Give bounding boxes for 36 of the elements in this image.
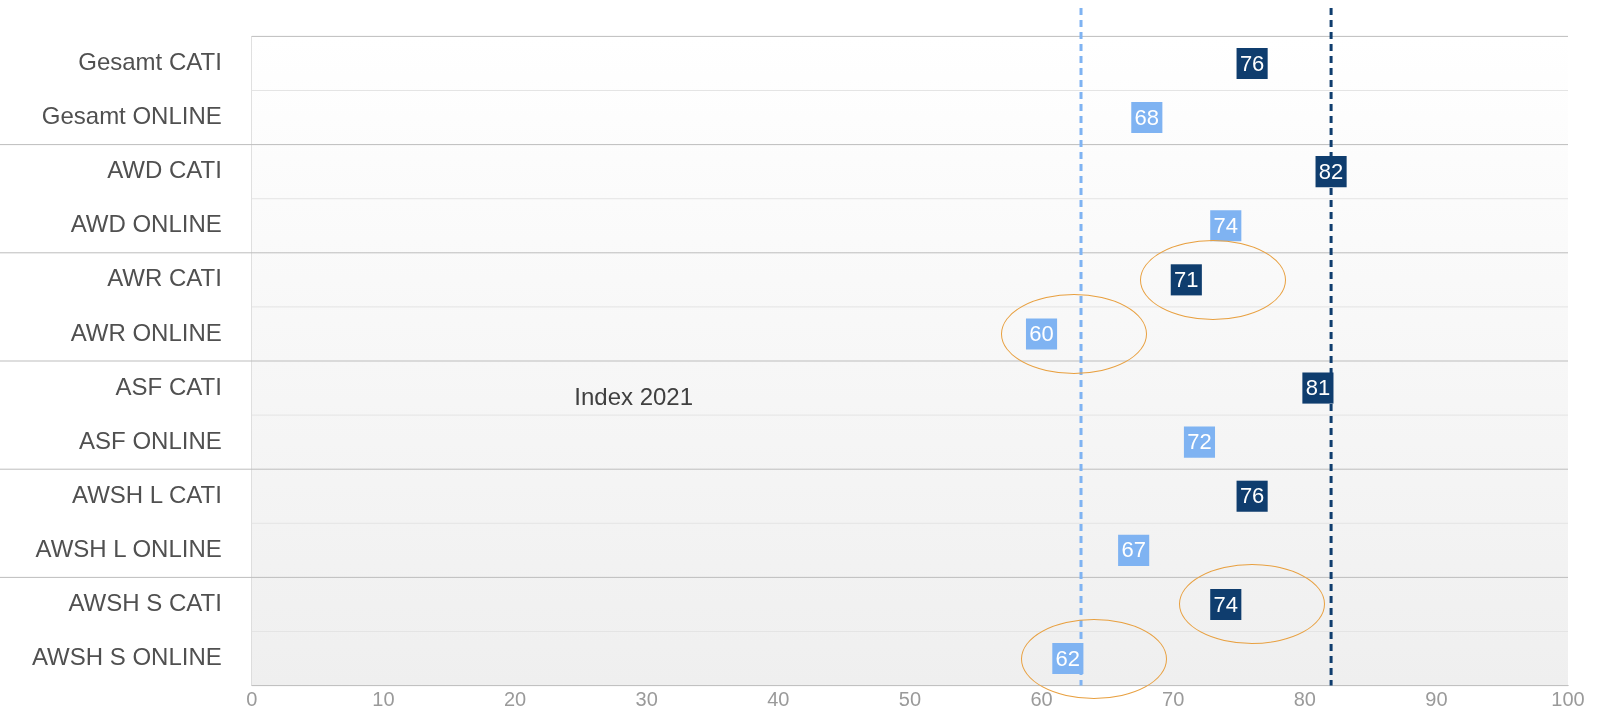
x-tick-label: 70 — [1162, 688, 1185, 711]
data-label: 82 — [1318, 158, 1344, 184]
data-label: 74 — [1213, 212, 1239, 238]
x-tick-label: 80 — [1293, 688, 1316, 711]
annotation: Index 2021 — [574, 383, 694, 411]
y-tick-label: AWSH S CATI — [68, 589, 222, 617]
x-tick-label: 30 — [635, 688, 658, 711]
x-tick-label: 90 — [1425, 688, 1448, 711]
data-label: 76 — [1239, 50, 1265, 76]
data-label: 60 — [1029, 321, 1054, 347]
y-tick-label: AWR ONLINE — [70, 318, 222, 346]
data-label: 62 — [1055, 645, 1081, 671]
data-label: 72 — [1187, 429, 1212, 455]
data-label: 74 — [1213, 591, 1239, 617]
x-tick-label: 50 — [898, 688, 922, 711]
y-tick-label: Gesamt ONLINE — [41, 102, 222, 130]
y-tick-label: Gesamt CATI — [78, 48, 222, 76]
data-label: 68 — [1134, 104, 1160, 130]
x-tick-label: 40 — [767, 688, 790, 711]
y-tick-label: AWD ONLINE — [70, 210, 222, 238]
y-tick-label: AWD CATI — [107, 156, 222, 184]
y-tick-label: ASF CATI — [115, 372, 222, 400]
data-label: 67 — [1121, 537, 1146, 563]
data-label: 81 — [1305, 375, 1331, 401]
y-tick-label: AWR CATI — [107, 264, 222, 292]
y-tick-label: AWSH S ONLINE — [32, 643, 222, 671]
x-tick-label: 10 — [372, 688, 395, 711]
x-tick-label: 0 — [246, 688, 258, 711]
x-tick-label: 100 — [1551, 688, 1585, 711]
data-label: 76 — [1239, 483, 1265, 509]
x-tick-label: 60 — [1030, 688, 1053, 711]
y-tick-label: AWSH L CATI — [72, 480, 222, 508]
y-tick-label: AWSH L ONLINE — [35, 534, 222, 562]
data-label: 71 — [1174, 266, 1199, 292]
x-tick-label: 20 — [503, 688, 527, 711]
y-tick-label: ASF ONLINE — [79, 426, 222, 454]
